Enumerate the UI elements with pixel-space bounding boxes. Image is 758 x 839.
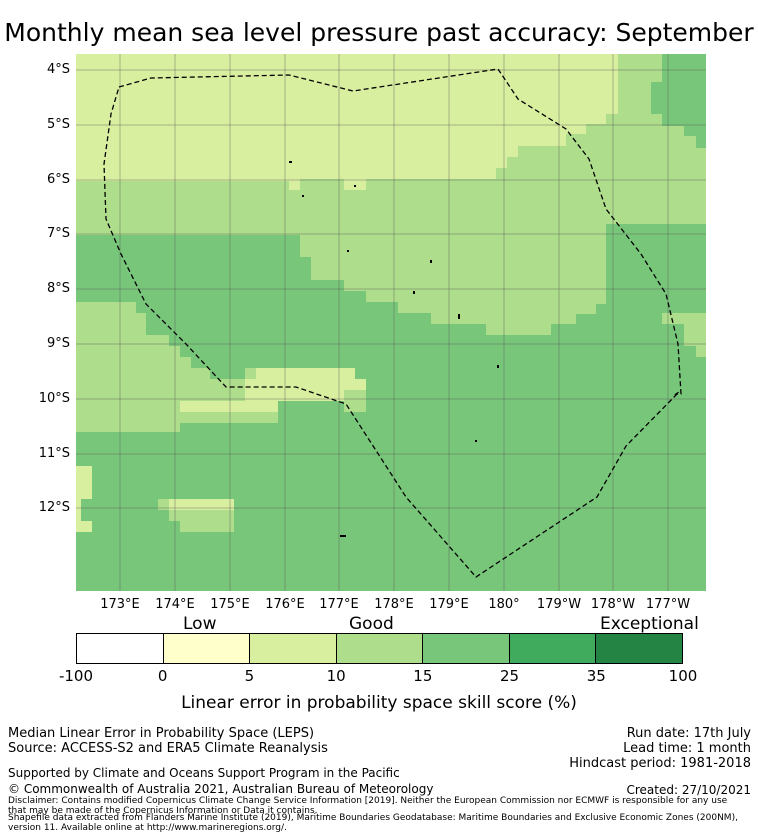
graticule (76, 54, 706, 591)
latitude-label: 10°S (38, 391, 70, 406)
longitude-label: 177°W (645, 597, 691, 612)
colorbar-segment (509, 634, 597, 663)
copyright-text: © Commonwealth of Australia 2021, Austra… (8, 782, 434, 796)
zone-5-10-southwest (76, 466, 92, 532)
longitude-label: 180° (488, 597, 520, 612)
supported-text: Supported by Climate and Oceans Support … (8, 766, 400, 780)
colorbar (76, 633, 683, 664)
longitude-label: 179°W (536, 597, 582, 612)
latitude-label: 8°S (46, 281, 70, 296)
island (497, 365, 499, 368)
run-date-text: Run date: 17th July (626, 726, 751, 741)
longitude-label: 175°E (210, 597, 250, 612)
skill-map (76, 54, 706, 591)
zone-15-25-northeast (651, 54, 706, 148)
latitude-label: 5°S (46, 117, 70, 132)
colorbar-tick-label: 35 (586, 667, 606, 685)
longitude-label: 176°E (265, 597, 305, 612)
colorbar-segment (163, 634, 251, 663)
island (413, 291, 415, 294)
zone-5-10-south (158, 499, 234, 510)
skill-map-svg (76, 54, 706, 591)
colorbar-tick-label: 100 (668, 667, 698, 685)
longitude-label: 177°E (319, 597, 359, 612)
shapefile-line-2: version 11. Available online at http://w… (8, 823, 287, 833)
method-text: Median Linear Error in Probability Space… (8, 726, 315, 741)
island (289, 161, 292, 163)
island (354, 185, 356, 187)
island (458, 314, 460, 319)
page-title: Monthly mean sea level pressure past acc… (4, 18, 754, 47)
colorbar-tick-label: 5 (244, 667, 255, 685)
longitude-label: 178°W (590, 597, 636, 612)
colorbar-tick-label: 0 (157, 667, 168, 685)
island (475, 440, 477, 442)
zone-5-10-north-extra (76, 164, 266, 181)
latitude-label: 7°S (46, 226, 70, 241)
latitude-label: 11°S (38, 446, 70, 461)
colorbar-segment (77, 634, 164, 663)
zone-5-10-north (76, 54, 618, 190)
longitude-label: 179°E (429, 597, 469, 612)
colorbar-segment (423, 634, 510, 663)
latitude-label: 4°S (46, 62, 70, 77)
latitude-label: 12°S (38, 500, 70, 515)
colorbar-segment (336, 634, 424, 663)
islands (289, 161, 499, 537)
zone-10-15-east (662, 313, 706, 357)
longitude-label: 173°E (100, 597, 140, 612)
shapefile-line-1: Shapefile data extracted from Flanders M… (8, 813, 738, 823)
legend-category-good: Good (349, 614, 394, 634)
source-text: Source: ACCESS-S2 and ERA5 Climate Reana… (8, 741, 328, 756)
hindcast-text: Hindcast period: 1981-2018 (569, 756, 751, 771)
island (347, 250, 349, 252)
colorbar-segment (250, 634, 337, 663)
zone-5-10-west (180, 368, 366, 412)
disclaimer-line-1: Disclaimer: Contains modified Copernicus… (8, 796, 728, 806)
colorbar-label: Linear error in probability space skill … (181, 693, 577, 713)
longitude-label: 174°E (155, 597, 195, 612)
colorbar-tick-label: -100 (58, 667, 94, 685)
disclaimer-line-2: that may be made of the Copernicus Infor… (8, 806, 318, 816)
colorbar-tick-label: 10 (326, 667, 346, 685)
island (302, 195, 304, 197)
latitude-label: 6°S (46, 172, 70, 187)
colorbar-tick-label: 15 (413, 667, 433, 685)
legend-category-exceptional: Exceptional (600, 614, 699, 634)
created-text: Created: 27/10/2021 (626, 783, 751, 797)
island (430, 260, 432, 263)
latitude-label: 9°S (46, 336, 70, 351)
longitude-label: 178°E (374, 597, 414, 612)
legend-category-low: Low (183, 614, 217, 634)
lead-time-text: Lead time: 1 month (623, 741, 751, 756)
colorbar-tick-label: 25 (500, 667, 520, 685)
colorbar-segment (596, 634, 683, 663)
island (340, 535, 346, 537)
